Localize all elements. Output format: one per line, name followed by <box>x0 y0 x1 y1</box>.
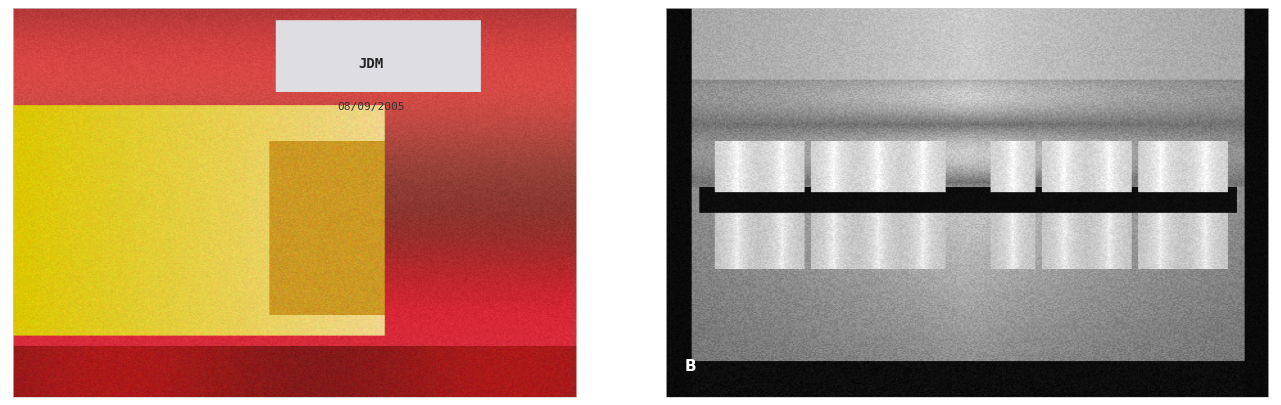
Text: B: B <box>684 358 696 373</box>
Text: 08/09/2005: 08/09/2005 <box>337 102 405 112</box>
Text: JDM: JDM <box>359 58 383 71</box>
